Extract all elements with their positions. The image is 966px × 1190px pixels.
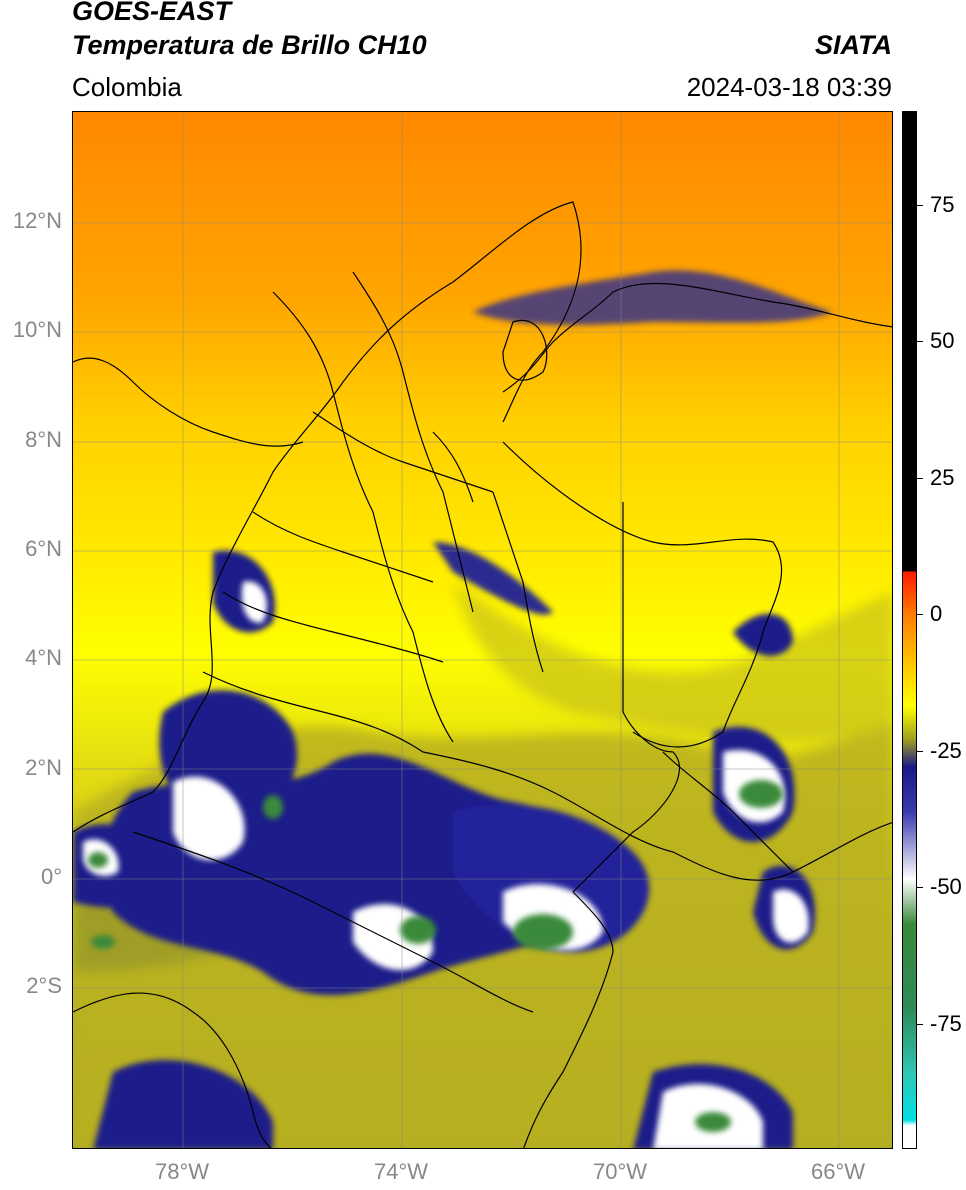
lat-tick-12n: 12°N (12, 208, 62, 233)
lon-tick-70w: 70°W (592, 1159, 648, 1184)
colorbar-label-0: 0 (930, 601, 943, 626)
colorbar-label-75: 75 (930, 192, 955, 217)
region-label: Colombia (72, 72, 182, 102)
graticule (73, 112, 892, 1148)
lat-tick-0: 0° (40, 864, 62, 889)
source-label: SIATA (815, 30, 892, 60)
colorbar-label-minus25: -25 (930, 738, 962, 763)
colorbar-tick (917, 478, 923, 479)
product-title: Temperatura de Brillo CH10 (72, 30, 427, 60)
satellite-map (72, 111, 893, 1149)
coldest-cores (88, 780, 783, 1132)
datetime-label: 2024-03-18 03:39 (686, 72, 892, 102)
lat-tick-10n: 10°N (12, 317, 62, 342)
colorbar-tick (917, 341, 923, 342)
lat-tick-2n: 2°N (25, 755, 62, 780)
map-canvas (73, 112, 892, 1148)
lat-tick-4n: 4°N (25, 645, 62, 670)
boundaries (73, 201, 892, 1148)
lon-tick-74w: 74°W (373, 1159, 429, 1184)
lat-tick-6n: 6°N (25, 536, 62, 561)
colorbar-label-50: 50 (930, 328, 955, 353)
colorbar-label-25: 25 (930, 465, 955, 490)
colorbar-tick (917, 1024, 923, 1025)
colorbar-tick (917, 751, 923, 752)
colorbar-label-minus50: -50 (930, 874, 962, 899)
colorbar (902, 111, 917, 1149)
colorbar-tick (917, 205, 923, 206)
colorbar-tick (917, 887, 923, 888)
colorbar-label-minus75: -75 (930, 1011, 962, 1036)
lon-tick-78w: 78°W (154, 1159, 210, 1184)
lon-tick-66w: 66°W (810, 1159, 866, 1184)
colorbar-tick (917, 614, 923, 615)
very-cold-cores (83, 581, 809, 1148)
lat-tick-2s: 2°S (26, 973, 62, 998)
satellite-title: GOES-EAST (72, 0, 232, 26)
lat-tick-8n: 8°N (25, 427, 62, 452)
